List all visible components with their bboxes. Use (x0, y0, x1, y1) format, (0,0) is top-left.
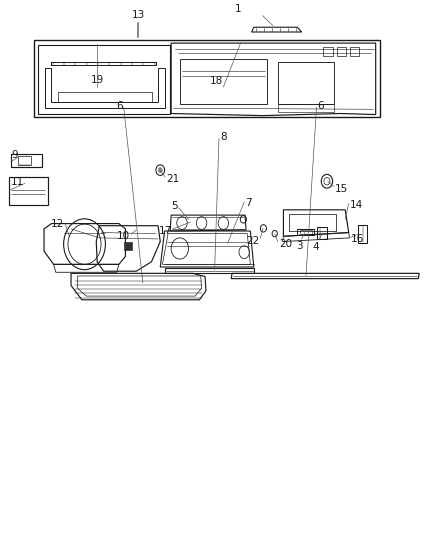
Text: 10: 10 (117, 231, 130, 241)
Text: 5: 5 (171, 200, 178, 211)
Bar (39, 45, 170, 114)
Text: 14: 14 (350, 199, 363, 209)
Text: 6: 6 (318, 101, 324, 111)
Bar (18, 156, 31, 165)
Text: 3: 3 (296, 240, 302, 251)
Text: 13: 13 (132, 10, 145, 20)
Text: 16: 16 (351, 234, 364, 244)
Bar (278, 104, 334, 112)
Bar (180, 59, 267, 104)
Text: 21: 21 (166, 174, 179, 184)
Text: 9: 9 (11, 150, 18, 160)
Text: 20: 20 (279, 239, 292, 249)
Text: 22: 22 (247, 236, 260, 246)
Bar (11, 154, 42, 167)
Text: 6: 6 (116, 101, 122, 111)
Text: 12: 12 (51, 219, 64, 229)
Bar (9, 177, 47, 205)
Bar (300, 230, 312, 233)
Bar (34, 41, 380, 117)
Text: 8: 8 (220, 132, 226, 142)
Text: 4: 4 (312, 241, 319, 252)
Circle shape (158, 167, 162, 173)
Text: 17: 17 (159, 226, 172, 236)
Text: 18: 18 (210, 76, 223, 86)
Bar (289, 214, 336, 231)
Text: 7: 7 (245, 198, 252, 208)
Bar (124, 242, 132, 250)
Text: 15: 15 (334, 184, 348, 193)
Text: 19: 19 (91, 76, 104, 85)
Bar (336, 47, 346, 56)
Bar (323, 47, 333, 56)
Bar (278, 62, 334, 104)
Text: 1: 1 (235, 4, 242, 14)
Text: 11: 11 (11, 177, 24, 187)
Bar (350, 47, 359, 56)
